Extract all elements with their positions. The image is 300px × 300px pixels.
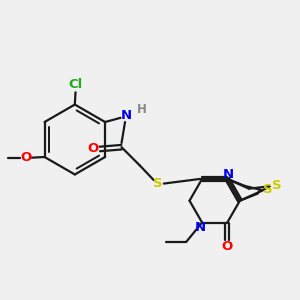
Text: S: S — [272, 179, 282, 192]
Text: N: N — [223, 168, 234, 181]
Text: N: N — [121, 109, 132, 122]
Text: O: O — [21, 151, 32, 164]
Text: Cl: Cl — [68, 78, 83, 91]
Text: O: O — [222, 240, 233, 253]
Text: S: S — [263, 183, 272, 196]
Text: S: S — [153, 177, 163, 190]
Text: N: N — [195, 221, 206, 234]
Text: H: H — [136, 103, 146, 116]
Text: O: O — [87, 142, 98, 155]
